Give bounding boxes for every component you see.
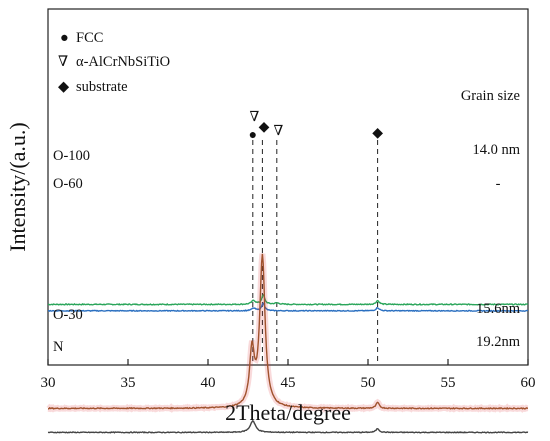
series-line-o-30 — [47, 253, 529, 410]
grain-size-o60: - — [496, 176, 501, 192]
grain-size-o30: 15.6nm — [476, 301, 521, 317]
x-tick-label: 40 — [201, 375, 216, 391]
series-label-o60: O-60 — [53, 176, 83, 192]
series-line-o-60 — [47, 302, 529, 313]
legend-label-substrate: substrate — [76, 79, 128, 95]
peak-marker: ◆ — [372, 126, 383, 141]
grain-size-n: 19.2nm — [476, 334, 521, 350]
x-axis-title: 2Theta/degree — [225, 400, 351, 425]
peak-marker: ● — [249, 128, 257, 143]
grain-size-o100: 14.0 nm — [472, 142, 520, 158]
peak-marker: ∇ — [250, 110, 260, 125]
series-line-o-100 — [47, 293, 529, 306]
x-tick-label: 45 — [281, 375, 296, 391]
series-line-n — [47, 419, 529, 434]
x-tick-label: 55 — [441, 375, 456, 391]
legend-label-fcc: FCC — [76, 30, 103, 46]
x-tick-label: 60 — [521, 375, 536, 391]
y-axis-title: Intensity/(a.u.) — [5, 122, 30, 252]
legend: ● FCC ∇ α-AlCrNbSiTiO ◆ substrate — [58, 30, 170, 95]
peak-marker: ∇ — [274, 124, 284, 139]
legend-symbol-substrate: ◆ — [58, 79, 70, 95]
legend-symbol-alpha-phase: ∇ — [58, 54, 68, 70]
peak-markers: ●∇◆ ∇ ◆ — [249, 110, 384, 143]
grain-size-header: Grain size — [461, 88, 520, 104]
series-label-o30: O-30 — [53, 307, 83, 323]
series-label-o100: O-100 — [53, 148, 90, 164]
x-tick-label: 50 — [361, 375, 376, 391]
series-label-n: N — [53, 339, 64, 355]
x-tick-label: 30 — [41, 375, 56, 391]
series-lines — [46, 253, 529, 434]
legend-symbol-fcc: ● — [60, 30, 69, 46]
reference-lines — [252, 140, 379, 365]
x-axis-ticks: 30 35 40 45 50 55 60 — [41, 359, 536, 391]
x-tick-label: 35 — [121, 375, 136, 391]
peak-marker: ◆ — [259, 120, 270, 135]
legend-label-alpha-phase: α-AlCrNbSiTiO — [76, 54, 170, 70]
